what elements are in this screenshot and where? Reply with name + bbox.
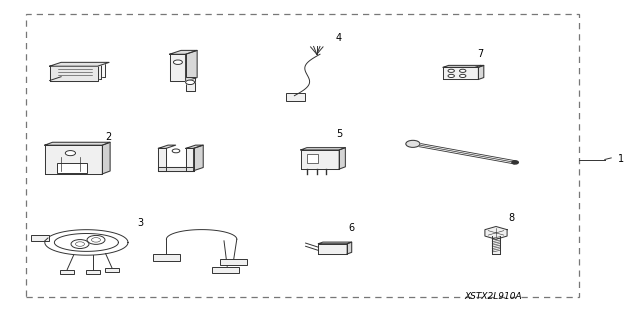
Circle shape	[76, 242, 84, 246]
Polygon shape	[170, 54, 195, 91]
Circle shape	[71, 240, 89, 249]
Polygon shape	[492, 236, 500, 254]
FancyBboxPatch shape	[286, 93, 305, 101]
Polygon shape	[479, 65, 484, 79]
Polygon shape	[159, 167, 194, 171]
Polygon shape	[485, 226, 507, 239]
Polygon shape	[159, 148, 166, 171]
Text: 6: 6	[349, 223, 355, 233]
Circle shape	[448, 74, 454, 78]
FancyBboxPatch shape	[31, 235, 49, 241]
FancyBboxPatch shape	[153, 254, 180, 261]
Text: XSTX2L910A: XSTX2L910A	[464, 293, 522, 301]
FancyBboxPatch shape	[60, 270, 74, 274]
Polygon shape	[58, 63, 105, 77]
FancyBboxPatch shape	[57, 163, 87, 173]
Text: 2: 2	[106, 132, 112, 142]
Polygon shape	[102, 142, 110, 174]
Circle shape	[65, 151, 76, 156]
Circle shape	[87, 235, 105, 244]
FancyBboxPatch shape	[86, 270, 100, 274]
Circle shape	[448, 69, 454, 72]
Polygon shape	[186, 145, 204, 148]
Circle shape	[406, 140, 420, 147]
Polygon shape	[45, 142, 110, 145]
Text: 8: 8	[509, 213, 515, 223]
Polygon shape	[170, 50, 197, 54]
Polygon shape	[347, 242, 352, 254]
FancyBboxPatch shape	[220, 259, 247, 265]
Circle shape	[173, 60, 182, 64]
Polygon shape	[50, 63, 109, 66]
Polygon shape	[50, 66, 97, 80]
FancyBboxPatch shape	[105, 268, 119, 272]
Polygon shape	[301, 148, 346, 150]
Text: 5: 5	[336, 129, 342, 139]
Polygon shape	[443, 65, 484, 67]
Polygon shape	[186, 50, 197, 81]
Circle shape	[186, 80, 195, 85]
Polygon shape	[194, 145, 204, 171]
Polygon shape	[186, 148, 194, 171]
Polygon shape	[54, 64, 101, 79]
Circle shape	[92, 238, 100, 242]
Polygon shape	[443, 67, 479, 79]
Polygon shape	[159, 145, 175, 148]
Circle shape	[460, 69, 466, 72]
Text: 1: 1	[618, 154, 624, 165]
Text: 3: 3	[138, 218, 144, 228]
Polygon shape	[45, 145, 102, 174]
Text: 4: 4	[336, 33, 342, 43]
Circle shape	[172, 149, 180, 153]
Polygon shape	[319, 244, 347, 254]
Polygon shape	[301, 150, 339, 169]
FancyBboxPatch shape	[212, 267, 239, 273]
Polygon shape	[339, 148, 346, 169]
Polygon shape	[319, 242, 352, 244]
Text: 7: 7	[477, 49, 483, 59]
Circle shape	[512, 161, 518, 164]
Circle shape	[460, 74, 466, 78]
FancyBboxPatch shape	[307, 154, 318, 163]
